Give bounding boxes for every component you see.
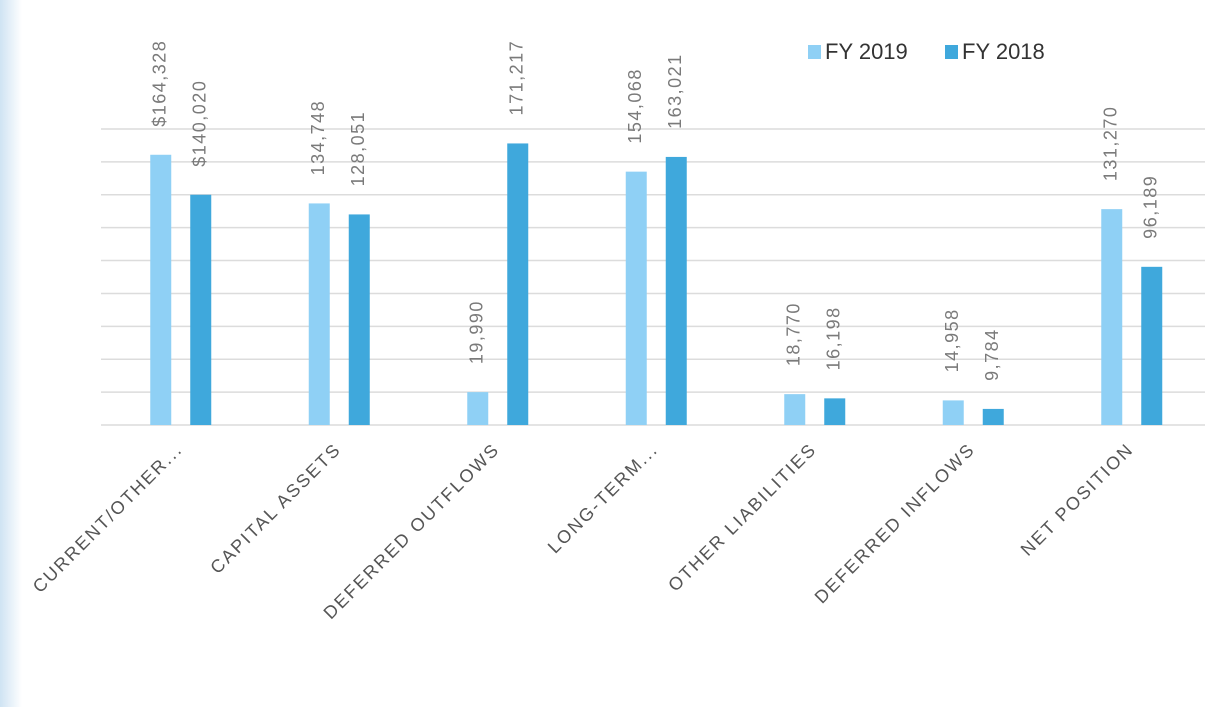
x-tick-label: NET POSITION [1017,439,1138,560]
x-tick-label: OTHER LIABILITIES [664,439,820,595]
value-label: 134,748 [308,100,328,176]
bar [784,394,806,425]
bar [308,203,330,425]
value-label: 14,958 [942,308,962,372]
x-tick-label: CAPITAL ASSETS [206,439,345,578]
value-label: 18,770 [784,302,804,366]
value-label: 131,270 [1101,106,1121,182]
bar [190,194,212,425]
bar [982,408,1004,425]
legend-label: FY 2019 [825,39,908,64]
legend-swatch [808,45,821,59]
bar [824,398,846,425]
bar [942,400,964,425]
edge-shade [0,0,22,707]
bar [467,392,489,425]
bar [625,171,647,425]
x-tick-label: DEFERRED INFLOWS [811,439,979,607]
value-label: $140,020 [190,80,210,167]
value-label: 96,189 [1141,175,1161,239]
x-tick-label: DEFERRED OUTFLOWS [320,439,504,623]
bar [507,143,529,425]
value-label: 163,021 [665,53,685,129]
bar [1101,209,1123,425]
value-label: 9,784 [982,328,1002,381]
value-label: 19,990 [467,300,487,364]
value-label: $164,328 [150,40,170,127]
legend-swatch [945,45,958,59]
bar [665,156,687,425]
bar [150,154,172,425]
value-label: 154,068 [625,68,645,144]
x-tick-label: LONG-TERM... [544,439,662,557]
value-label: 128,051 [348,111,368,187]
value-label: 171,217 [507,40,527,116]
legend-label: FY 2018 [962,39,1045,64]
bar [1141,266,1163,425]
bar [348,214,370,425]
x-tick-label: CURRENT/OTHER... [29,439,187,597]
value-label: 16,198 [824,306,844,370]
